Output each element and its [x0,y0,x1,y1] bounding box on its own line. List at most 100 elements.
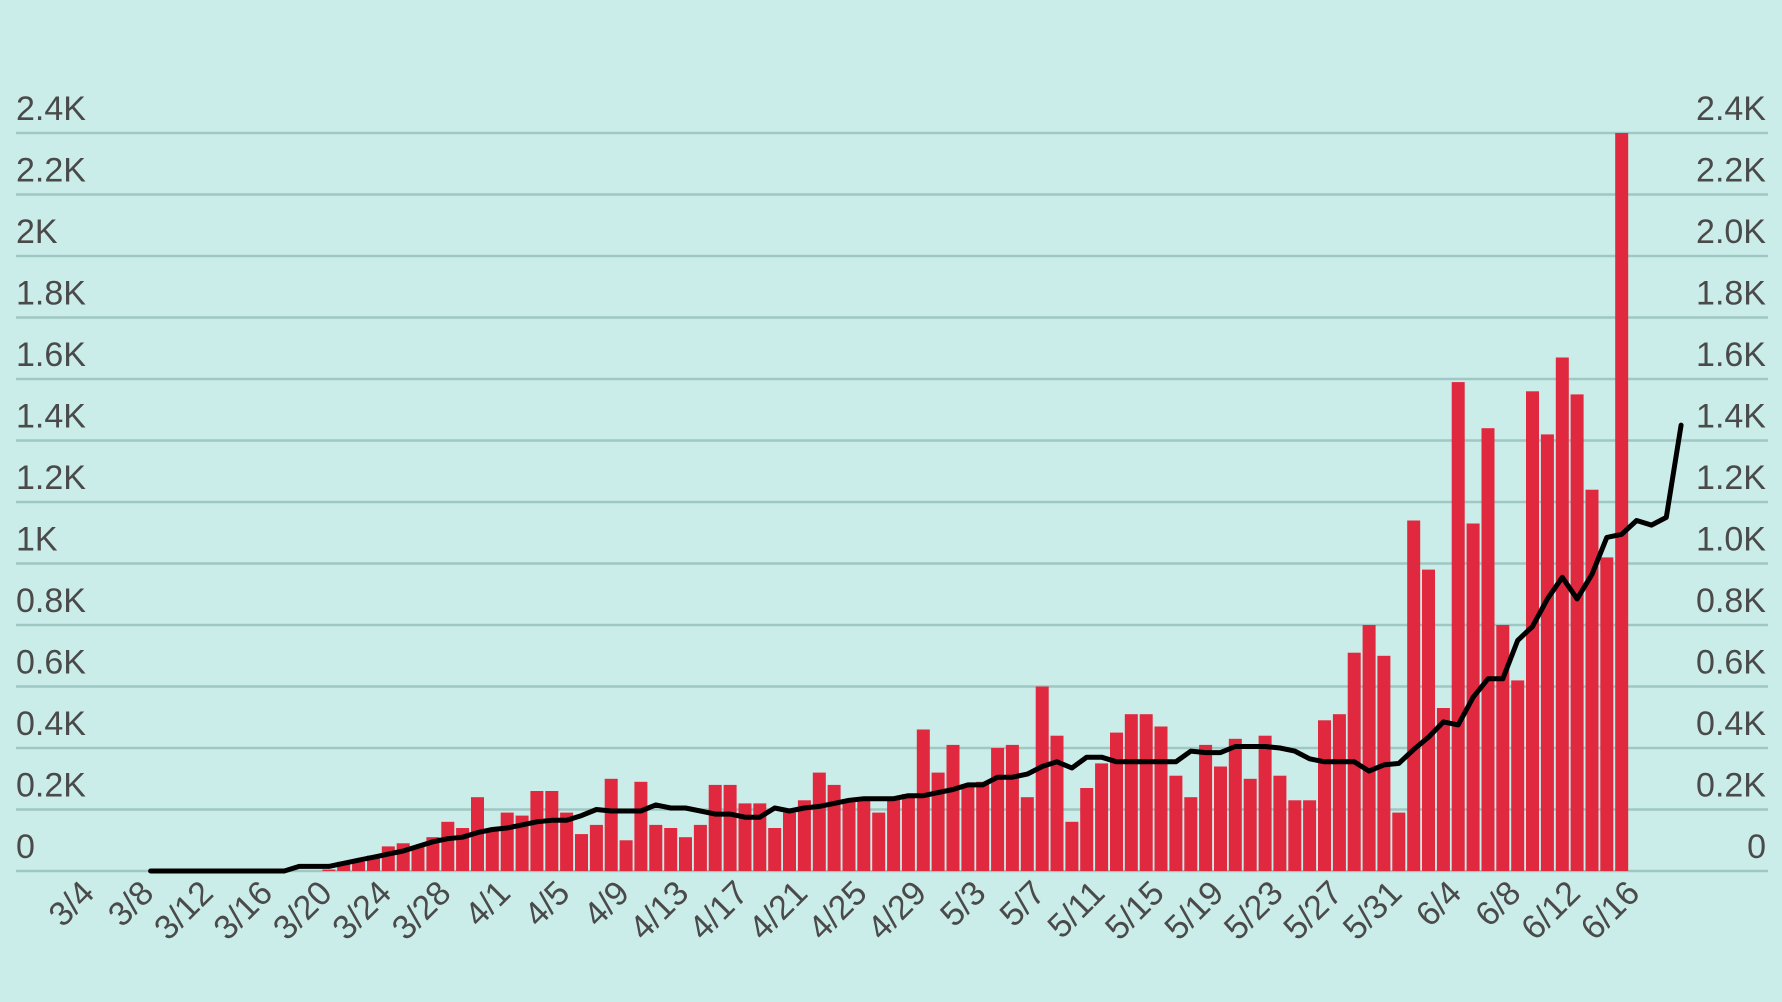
y-tick-label-left: 2K [16,213,58,251]
y-tick-label-left: 1.2K [16,459,86,497]
bar [604,778,618,872]
bar [1273,775,1287,871]
bar [931,772,945,871]
bar [1362,625,1376,871]
bar [322,869,336,871]
y-tick-label-left: 0 [16,828,35,866]
y-axis-left: 0 0.2K 0.4K 0.6K 0.8K 1K 1.2K 1.4K 1.6K 1.8K 2K 2.2… [16,90,86,866]
y-tick-label-right: 1.8K [1696,275,1766,313]
bar [723,784,737,871]
y-tick-label-left: 2.4K [16,90,86,128]
x-tick-label: 6/4 [1409,874,1469,934]
y-tick-label-left: 1.6K [16,336,86,374]
bar [1511,680,1525,871]
x-tick-label: 3/16 [206,874,280,948]
bar [1555,357,1569,871]
bar [1496,625,1510,871]
bar [1050,735,1064,871]
bar [1139,714,1153,871]
y-tick-label-left: 0.6K [16,644,86,682]
x-tick-label: 6/12 [1514,874,1588,948]
y-tick-label-left: 1K [16,521,58,559]
bar [872,812,886,871]
bar [1184,797,1198,871]
bar [1065,821,1079,871]
x-tick-label: 4/25 [801,874,875,948]
y-tick-label-left: 1.4K [16,398,86,436]
bar [1481,428,1495,871]
bar [1110,732,1123,871]
y-tick-label-right: 1.2K [1696,459,1766,497]
bar [916,729,930,871]
moving-average-series [148,422,1684,874]
bar [901,794,915,871]
bar [1169,775,1183,871]
bar [589,824,603,871]
bar [485,831,499,871]
bar [575,834,588,871]
bar [337,861,351,871]
y-tick-label-right: 0.8K [1696,582,1766,620]
bar [1288,800,1302,871]
x-tick-label: 5/3 [933,874,993,934]
bar [887,797,901,871]
y-tick-label-right: 2.2K [1696,152,1766,190]
bar [1436,708,1450,871]
bar [857,800,871,871]
bar [1585,489,1599,871]
x-tick-label: 4/13 [623,874,697,948]
x-tick-label: 5/27 [1276,874,1350,948]
bar [961,784,975,871]
bar [1332,714,1346,871]
bar [1020,797,1034,871]
bar [1080,788,1094,871]
bar [783,812,796,871]
bar [411,846,425,871]
y-tick-label-right: 1.4K [1696,398,1766,436]
bar [827,784,841,871]
bar-series [322,133,1629,872]
x-tick-label: 3/24 [325,874,399,948]
bar [753,803,767,871]
y-tick-label-left: 0.4K [16,705,86,743]
bar [1526,391,1539,871]
gridlines [16,131,1768,873]
y-tick-label-left: 2.2K [16,152,86,190]
bar [679,837,692,871]
bar [426,837,440,871]
bar [619,840,633,872]
moving-average-line [148,422,1684,874]
bar [1600,557,1614,871]
bar [530,791,544,871]
bar [1422,569,1435,871]
x-tick-label: 5/31 [1336,874,1410,948]
bar [812,772,826,871]
y-tick-label-right: 2.0K [1696,213,1766,251]
y-tick-label-right: 0.6K [1696,644,1766,682]
bar [1392,812,1406,871]
bar [1615,133,1629,871]
bar [545,791,559,871]
x-tick-label: 5/11 [1040,874,1112,946]
x-tick-label: 4/5 [517,874,577,934]
bar [560,812,574,871]
y-tick-label-right: 1.0K [1696,521,1766,559]
bar [1199,744,1213,871]
bar [1303,800,1317,871]
y-tick-label-right: 0 [1747,828,1766,866]
y-axis-right: 0 0.2K 0.4K 0.6K 0.8K 1.0K 1.2K 1.4K 1.6K 1.8K 2.0… [1696,90,1766,866]
x-tick-label: 3/12 [147,874,221,948]
bar [1318,720,1331,871]
bar [515,815,529,871]
bar [1243,778,1257,872]
x-tick-label: 4/21 [741,874,815,948]
bar [976,781,990,871]
x-tick-label: 3/4 [41,874,101,934]
bar [1540,434,1554,871]
bar [1407,520,1421,871]
bar [649,824,663,871]
x-tick-label: 5/23 [1217,874,1291,948]
y-tick-label-left: 1.8K [16,275,86,313]
x-tick-label: 3/28 [385,874,459,948]
